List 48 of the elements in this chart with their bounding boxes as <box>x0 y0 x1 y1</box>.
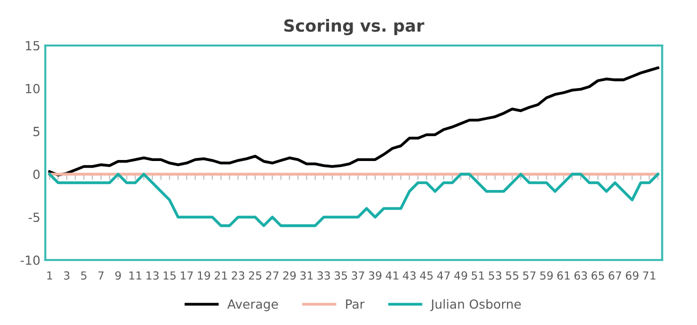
y-tick-label: 15 <box>26 41 40 50</box>
x-tick-label: 51 <box>472 271 484 280</box>
x-tick-label: 29 <box>283 271 296 280</box>
x-tick-label: 23 <box>232 271 244 280</box>
x-tick-label: 9 <box>115 271 121 280</box>
y-tick-label: 10 <box>26 84 40 94</box>
x-tick-label: 39 <box>368 271 382 280</box>
x-tick-label: 35 <box>334 271 347 280</box>
x-tick-label: 49 <box>454 271 468 280</box>
x-tick-label: 45 <box>420 271 433 280</box>
legend-label: Average <box>227 300 278 312</box>
legend-label: Julian Osborne <box>430 299 521 312</box>
x-tick-label: 33 <box>318 271 330 280</box>
x-tick-label: 19 <box>198 271 210 280</box>
x-tick-label: 57 <box>523 271 536 280</box>
x-tick-label: 17 <box>180 271 193 280</box>
line-series <box>48 172 660 228</box>
x-tick-label: 59 <box>540 271 553 280</box>
x-tick-label: 31 <box>300 271 313 280</box>
x-tick-label: 69 <box>626 271 638 280</box>
x-tick-label: 15 <box>164 271 176 280</box>
legend-label: Par <box>346 300 365 309</box>
x-tick-label: 41 <box>386 271 398 280</box>
x-tick-label: 13 <box>146 271 159 280</box>
x-tick-label: 43 <box>402 271 416 280</box>
x-tick-label: 25 <box>248 271 262 280</box>
x-tick-label: 53 <box>488 271 502 280</box>
x-tick-label: 67 <box>608 271 622 280</box>
x-tick-label: 27 <box>266 271 278 280</box>
x-tick-label: 61 <box>557 271 570 280</box>
y-tick-label: -5 <box>28 212 40 222</box>
chart-title: Scoring vs. par <box>284 18 424 36</box>
x-tick-label: 7 <box>98 271 104 280</box>
x-tick-label: 3 <box>64 271 70 280</box>
x-tick-label: 47 <box>437 271 450 280</box>
x-tick-label: 63 <box>574 271 587 280</box>
y-tick-label: 0 <box>33 170 40 180</box>
x-tick-label: 1 <box>47 271 52 280</box>
x-tick-label: 37 <box>352 271 364 280</box>
x-tick-label: 11 <box>129 271 142 280</box>
y-tick-label: 5 <box>33 126 40 136</box>
x-tick-label: 21 <box>214 271 227 280</box>
x-tick-label: 5 <box>81 271 86 280</box>
line-series <box>48 66 660 176</box>
x-tick-label: 65 <box>592 271 604 280</box>
x-tick-label: 55 <box>506 271 518 280</box>
x-tick-label: 71 <box>643 271 656 280</box>
y-tick-label: -10 <box>20 255 40 265</box>
